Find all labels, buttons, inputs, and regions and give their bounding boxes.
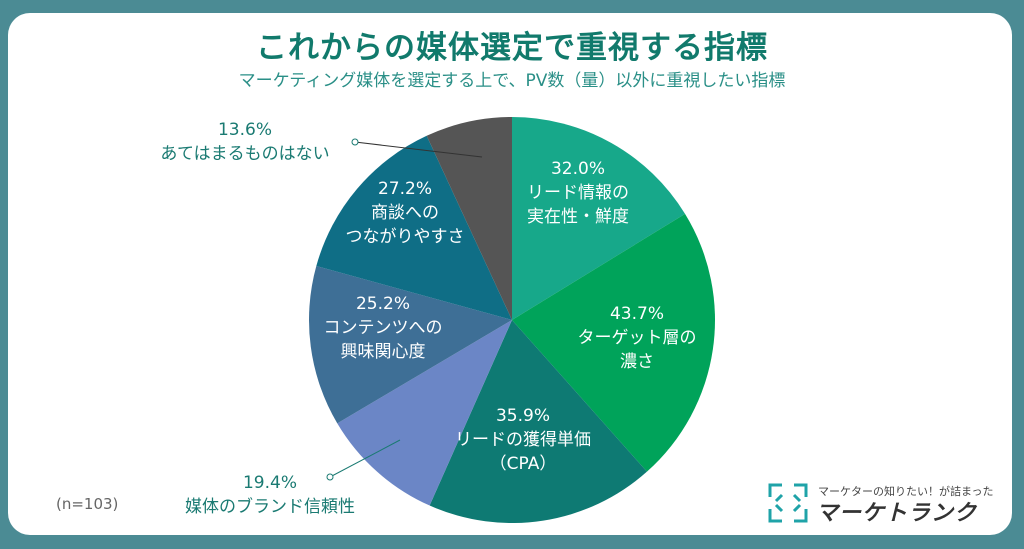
chart-subtitle: マーケティング媒体を選定する上で、PV数（量）以外に重視したい指標 (238, 71, 786, 91)
pie-slice-2 (429, 320, 647, 523)
leader-dot-1 (351, 138, 359, 146)
chart-title: これからの媒体選定で重視する指標 (256, 30, 768, 66)
leader-dot-0 (326, 473, 334, 481)
pie-slice-5 (316, 135, 512, 320)
pie-slice-6 (426, 117, 512, 320)
slice-label-0: 32.0% リード情報の 実在性・鮮度 (527, 159, 629, 227)
leader-line-1 (354, 141, 483, 158)
pie-slice-4 (309, 265, 512, 424)
logo-mark-icon (768, 483, 808, 523)
logo-tagline: マーケターの知りたい！が詰まった (818, 485, 994, 498)
slice-label-2: 35.9% リードの獲得単価 （CPA） (455, 406, 591, 474)
pie-slice-1 (512, 213, 715, 472)
slice-label-1: 43.7% ターゲット層の 濃さ (577, 304, 697, 372)
sample-size-note: (n=103) (56, 495, 119, 513)
pie-slice-0 (512, 117, 686, 320)
logo: マーケターの知りたい！が詰まった マーケトランク (768, 483, 994, 527)
slice-label-3: 19.4% 媒体のブランド信頼性 (185, 473, 355, 517)
slice-label-4: 25.2% コンテンツへの 興味関心度 (323, 294, 443, 362)
leader-line-0 (329, 439, 401, 478)
logo-name: マーケトランク (816, 501, 978, 526)
pie-slice-3 (337, 320, 512, 506)
slice-label-6: 13.6% あてはまるものはない (160, 120, 330, 164)
slice-label-5: 27.2% 商談への つながりやすさ (345, 179, 465, 247)
